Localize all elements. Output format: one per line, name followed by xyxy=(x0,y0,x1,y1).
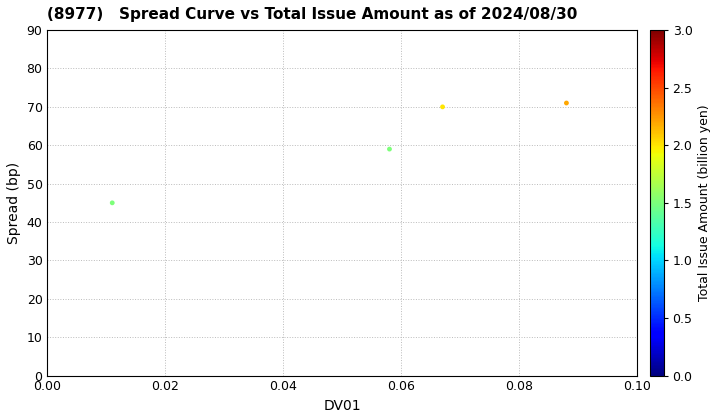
Point xyxy=(437,103,449,110)
Y-axis label: Total Issue Amount (billion yen): Total Issue Amount (billion yen) xyxy=(698,105,711,301)
Point xyxy=(561,100,572,106)
Y-axis label: Spread (bp): Spread (bp) xyxy=(7,162,21,244)
Point xyxy=(384,146,395,152)
Text: (8977)   Spread Curve vs Total Issue Amount as of 2024/08/30: (8977) Spread Curve vs Total Issue Amoun… xyxy=(48,7,577,22)
Point xyxy=(107,200,118,206)
X-axis label: DV01: DV01 xyxy=(323,399,361,413)
